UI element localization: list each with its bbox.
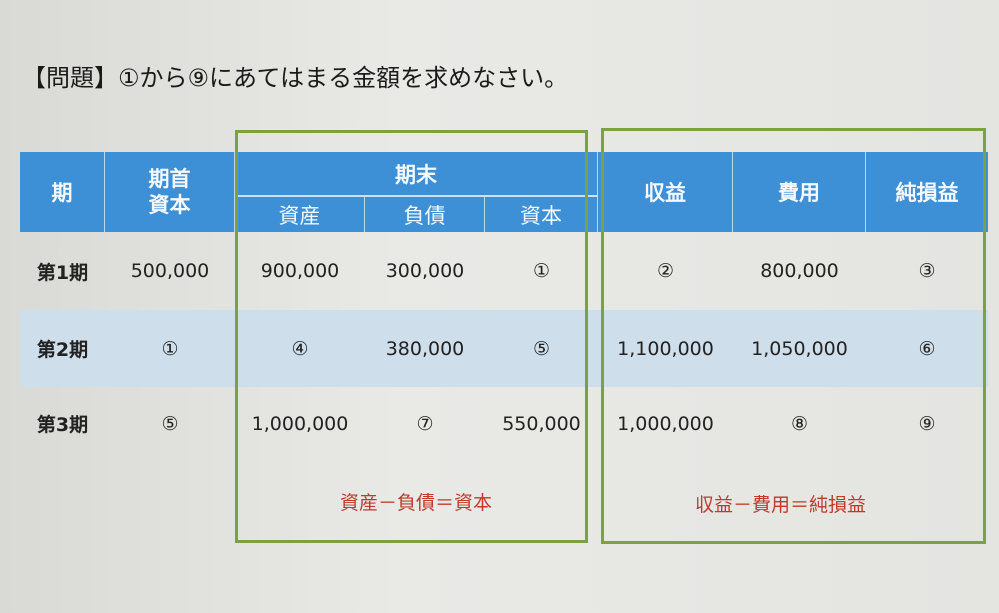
cell-period: 第3期: [36, 414, 89, 436]
cell-liabilities: 380,000: [385, 337, 465, 360]
cell-liabilities: 300,000: [385, 260, 465, 282]
cell-revenue: 1,000,000: [617, 412, 714, 435]
cell-capital: ①: [532, 260, 551, 282]
cell-revenue: 1,100,000: [617, 337, 714, 360]
header-period: 期: [20, 152, 105, 232]
cell-net-income: ③: [918, 260, 936, 282]
income-formula: 収益－費用＝純損益: [695, 494, 867, 516]
cell-assets: 1,000,000: [251, 412, 349, 435]
cell-assets: ④: [291, 337, 309, 360]
question-title: 【問題】①から⑨にあてはまる金額を求めなさい。: [22, 64, 569, 92]
cell-capital: ⑤: [532, 337, 551, 360]
cell-revenue: ②: [656, 260, 675, 282]
header-liabilities: 負債: [365, 195, 485, 232]
balance-formula: 資産－負債＝資本: [340, 492, 493, 514]
cell-period: 第1期: [36, 261, 89, 284]
cell-assets: 900,000: [260, 260, 340, 282]
cell-expenses: 800,000: [760, 260, 839, 282]
header-revenue: 収益: [598, 152, 733, 232]
header-expenses: 費用: [733, 152, 866, 232]
cell-liabilities: ⑦: [416, 412, 434, 435]
cell-capital: 550,000: [502, 412, 581, 435]
balance-group-box: [235, 130, 588, 543]
income-group-box: [601, 128, 986, 544]
cell-opening-capital: 500,000: [130, 260, 210, 282]
cell-net-income: ⑨: [918, 412, 936, 435]
cell-expenses: 1,050,000: [751, 337, 848, 360]
cell-opening-capital: ①: [161, 337, 179, 360]
header-end: 期末: [235, 152, 598, 195]
header-opening-capital: 期首資本: [105, 152, 235, 232]
header-opening-capital-label: 期首資本: [148, 167, 191, 217]
cell-expenses: ⑧: [790, 412, 809, 435]
header-capital: 資本: [485, 195, 598, 232]
cell-net-income: ⑥: [918, 337, 936, 360]
row-highlight: [20, 310, 988, 387]
cell-period: 第2期: [36, 339, 89, 361]
cell-opening-capital: ⑤: [161, 412, 179, 435]
header-net-income: 純損益: [866, 152, 988, 232]
header-assets: 資産: [235, 195, 365, 232]
